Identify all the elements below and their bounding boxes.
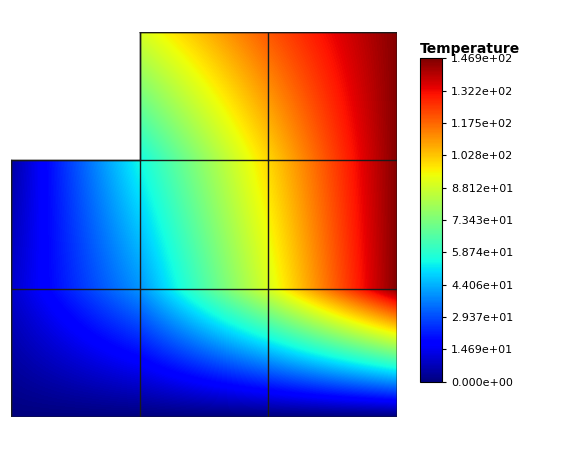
Text: Temperature: Temperature	[420, 42, 520, 56]
